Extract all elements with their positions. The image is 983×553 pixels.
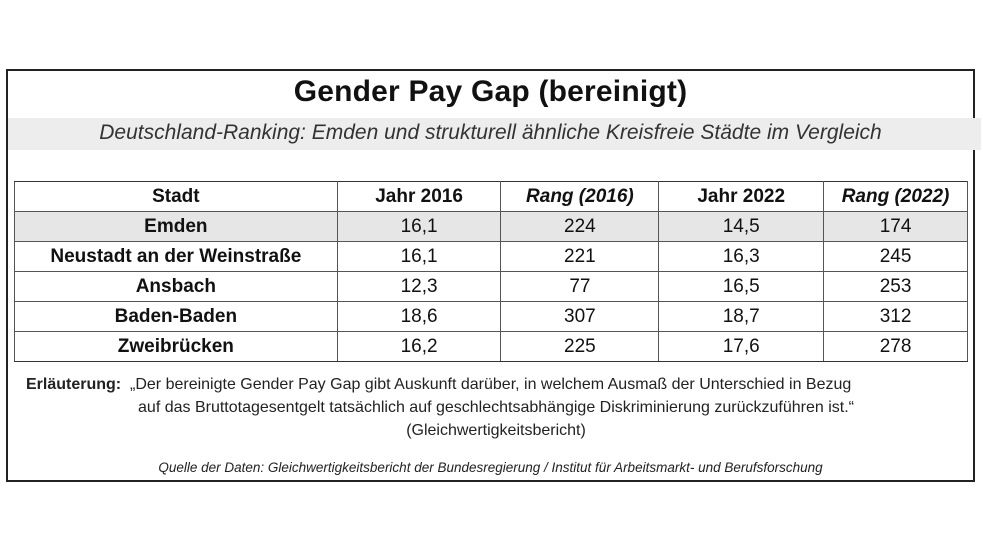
- explanation-line-1: Erläuterung: „Der bereinigte Gender Pay …: [26, 373, 966, 396]
- table-row: Zweibrücken 16,2 225 17,6 278: [14, 331, 968, 362]
- explanation-note: Erläuterung: „Der bereinigte Gender Pay …: [26, 373, 966, 442]
- explanation-line-3: (Gleichwertigkeitsbericht): [406, 422, 586, 439]
- infographic-frame: Gender Pay Gap (bereinigt) Deutschland-R…: [6, 69, 981, 482]
- value-cell: 18,6: [336, 301, 502, 332]
- header-year-2022: Jahr 2022: [658, 181, 825, 212]
- page-title: Gender Pay Gap (bereinigt): [293, 75, 688, 108]
- subtitle-band: [8, 118, 981, 150]
- explanation-text-1: „Der bereinigte Gender Pay Gap gibt Ausk…: [130, 376, 852, 393]
- rank-cell: 253: [823, 271, 968, 302]
- header-city: Stadt: [14, 181, 338, 212]
- city-cell: Zweibrücken: [14, 331, 338, 362]
- table-header-row: Stadt Jahr 2016 Rang (2016) Jahr 2022 Ra…: [14, 181, 968, 212]
- rank-cell: 278: [823, 331, 968, 362]
- table-row: Ansbach 12,3 77 16,5 253: [14, 271, 968, 302]
- rank-cell: 245: [823, 241, 968, 272]
- header-rank-2016: Rang (2016): [500, 181, 660, 212]
- rank-cell: 77: [500, 271, 660, 302]
- value-cell: 18,7: [658, 301, 825, 332]
- value-cell: 16,1: [336, 211, 502, 242]
- value-cell: 16,5: [658, 271, 825, 302]
- city-cell: Baden-Baden: [14, 301, 338, 332]
- rank-cell: 225: [500, 331, 660, 362]
- rank-cell: 307: [500, 301, 660, 332]
- value-cell: 17,6: [658, 331, 825, 362]
- rank-cell: 224: [500, 211, 660, 242]
- value-cell: 14,5: [658, 211, 825, 242]
- value-cell: 16,1: [336, 241, 502, 272]
- city-cell: Ansbach: [14, 271, 338, 302]
- rank-cell: 174: [823, 211, 968, 242]
- header-rank-2022: Rang (2022): [823, 181, 968, 212]
- explanation-label: Erläuterung:: [26, 376, 122, 393]
- table-row: Neustadt an der Weinstraße 16,1 221 16,3…: [14, 241, 968, 272]
- table-row: Emden 16,1 224 14,5 174: [14, 211, 968, 242]
- city-cell: Emden: [14, 211, 338, 242]
- value-cell: 16,3: [658, 241, 825, 272]
- header-year-2016: Jahr 2016: [336, 181, 502, 212]
- rank-cell: 221: [500, 241, 660, 272]
- table-row: Baden-Baden 18,6 307 18,7 312: [14, 301, 968, 332]
- subtitle: Deutschland-Ranking: Emden und strukture…: [99, 121, 882, 144]
- value-cell: 12,3: [336, 271, 502, 302]
- explanation-line-2: auf das Bruttotagesentgelt tatsächlich a…: [138, 399, 854, 416]
- rank-cell: 312: [823, 301, 968, 332]
- city-cell: Neustadt an der Weinstraße: [14, 241, 338, 272]
- ranking-table: Stadt Jahr 2016 Rang (2016) Jahr 2022 Ra…: [14, 181, 968, 362]
- value-cell: 16,2: [336, 331, 502, 362]
- source-note: Quelle der Daten: Gleichwertigkeitsberic…: [158, 460, 823, 475]
